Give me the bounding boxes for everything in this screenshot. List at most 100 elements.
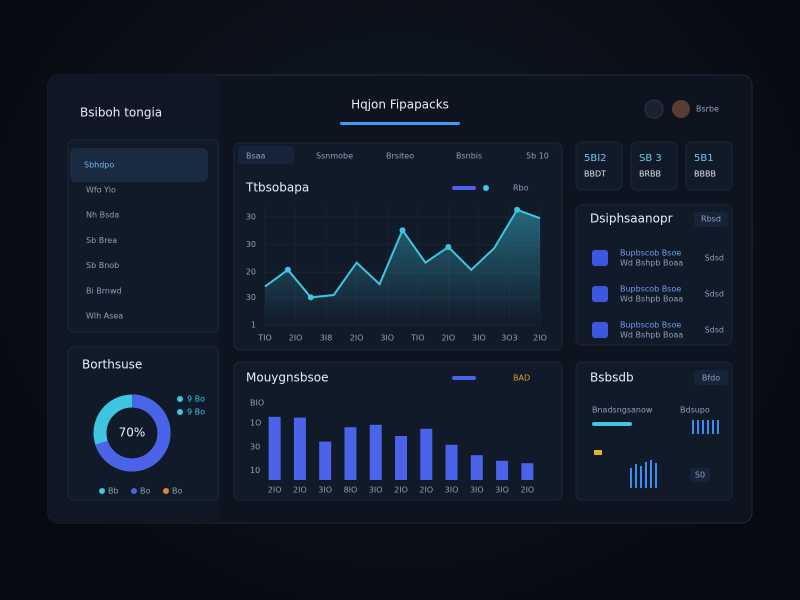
x-tick-label: 3IO bbox=[369, 486, 383, 495]
line-area bbox=[265, 209, 540, 325]
bar bbox=[319, 441, 332, 480]
summary-panel bbox=[575, 361, 733, 501]
y-tick-label: 1 bbox=[251, 321, 256, 330]
x-tick-label: 3IO bbox=[318, 486, 332, 495]
bar bbox=[420, 428, 433, 480]
stat-label: BRBB bbox=[639, 170, 661, 179]
legend-swatch bbox=[452, 186, 476, 190]
bar bbox=[496, 460, 509, 480]
activity-title: Bupbscob Bsoe bbox=[620, 249, 681, 258]
donut-title: Borthsuse bbox=[82, 358, 142, 372]
tab[interactable]: Ssnmobe bbox=[316, 152, 353, 161]
summary-small: S0 bbox=[695, 471, 705, 480]
stat-value: 5BI2 bbox=[584, 153, 607, 164]
stat-label: BBBB bbox=[694, 170, 716, 179]
x-tick-label: 2IO bbox=[268, 486, 282, 495]
bar bbox=[395, 436, 407, 480]
x-tick-label: TIO bbox=[410, 334, 425, 343]
tab[interactable]: 5b 10 bbox=[526, 152, 549, 161]
tab[interactable]: Bsaa bbox=[246, 152, 266, 161]
x-tick-label: 2IO bbox=[520, 486, 534, 495]
tab[interactable]: Bsnbis bbox=[456, 152, 482, 161]
x-tick-label: 3IO bbox=[472, 334, 486, 343]
app-title: Bsiboh tongia bbox=[80, 106, 162, 120]
activity-icon bbox=[592, 286, 608, 302]
avatar[interactable] bbox=[672, 100, 690, 118]
line-legend: Rbo bbox=[513, 184, 529, 193]
x-tick-label: 3IO bbox=[445, 486, 459, 495]
line-point bbox=[514, 206, 521, 213]
y-tick-label: 30 bbox=[246, 213, 256, 222]
x-tick-label: 2IO bbox=[293, 486, 307, 495]
legend-text: 9 Bo bbox=[187, 408, 205, 417]
y-tick-label: 30 bbox=[246, 293, 256, 302]
x-tick-label: 3I8 bbox=[320, 334, 333, 343]
tab-active[interactable] bbox=[238, 146, 294, 164]
bar bbox=[369, 424, 382, 480]
legend-dot bbox=[177, 409, 183, 415]
menu-item[interactable]: Nh Bsda bbox=[86, 211, 119, 220]
menu-item[interactable]: Wlh Asea bbox=[86, 312, 123, 321]
activity-sub: Wd Bshpb Boaa bbox=[620, 259, 683, 268]
bar bbox=[445, 444, 458, 480]
y-tick-label: 30 bbox=[250, 443, 260, 452]
bar bbox=[268, 416, 281, 480]
activity-icon bbox=[592, 322, 608, 338]
activity-panel bbox=[575, 204, 733, 346]
donut-panel bbox=[67, 346, 219, 501]
progress bbox=[592, 422, 632, 426]
user-name: Bsrbe bbox=[696, 105, 719, 114]
header-glow bbox=[340, 122, 460, 125]
legend-text: Bo bbox=[172, 487, 182, 496]
menu-item[interactable]: Sbhdpo bbox=[84, 161, 114, 170]
bar-title: Mouygnsbsoe bbox=[246, 371, 328, 385]
menu-panel bbox=[67, 139, 219, 333]
stat-value: SB 3 bbox=[639, 153, 662, 164]
summary-button[interactable] bbox=[694, 370, 728, 385]
activity-button-text: Rbsd bbox=[701, 215, 721, 224]
avatar[interactable] bbox=[644, 99, 664, 119]
line-point bbox=[399, 227, 406, 234]
donut-segment bbox=[93, 394, 171, 472]
activity-icon bbox=[592, 250, 608, 266]
x-tick-label: 3O3 bbox=[501, 334, 517, 343]
menu-item[interactable]: Bi Brnwd bbox=[86, 286, 122, 295]
bar bbox=[521, 463, 534, 480]
tab[interactable]: Brsiteo bbox=[386, 152, 414, 161]
activity-sub: Wd Bshpb Boaa bbox=[620, 295, 683, 304]
x-tick-label: 2IO bbox=[441, 334, 455, 343]
menu-active[interactable] bbox=[70, 148, 208, 182]
legend-dot bbox=[163, 488, 169, 494]
stat-card bbox=[630, 141, 678, 191]
activity-value: Sdsd bbox=[705, 290, 724, 299]
summary-chip bbox=[690, 468, 710, 482]
activity-title: Bupbscob Bsoe bbox=[620, 285, 681, 294]
donut-label: 70% bbox=[119, 426, 146, 440]
summary-left: Bnadsngsanow bbox=[592, 406, 653, 415]
stat-card bbox=[575, 141, 623, 191]
activity-title: Bupbscob Bsoe bbox=[620, 321, 681, 330]
activity-sub: Wd Bshpb Boaa bbox=[620, 331, 683, 340]
line-point bbox=[284, 266, 291, 273]
x-tick-label: 2IO bbox=[533, 334, 547, 343]
summary-title: Bsbsdb bbox=[590, 371, 634, 385]
bar-legend: BAD bbox=[513, 374, 530, 383]
menu-item[interactable]: Sb Brea bbox=[86, 236, 117, 245]
x-tick-label: TIO bbox=[257, 334, 272, 343]
activity-title: Dsiphsaanopr bbox=[590, 212, 673, 226]
activity-value: Sdsd bbox=[705, 326, 724, 335]
legend-text: Bb bbox=[108, 487, 119, 496]
x-tick-label: 3IO bbox=[380, 334, 394, 343]
legend-text: 9 Bo bbox=[187, 395, 205, 404]
activity-button[interactable] bbox=[694, 212, 728, 227]
menu-item[interactable]: Wfo Yio bbox=[86, 186, 116, 195]
legend-dot bbox=[99, 488, 105, 494]
x-tick-label: 3IO bbox=[470, 486, 484, 495]
menu-item[interactable]: Sb Bnob bbox=[86, 261, 119, 270]
legend-dot bbox=[177, 396, 183, 402]
y-tick-label: 20 bbox=[246, 268, 256, 277]
x-tick-label: 2IO bbox=[394, 486, 408, 495]
bar bbox=[344, 427, 357, 480]
